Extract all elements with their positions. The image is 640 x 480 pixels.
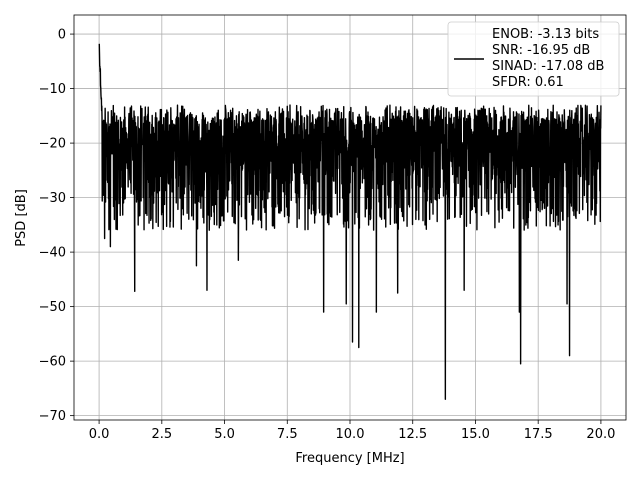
legend-box (447, 21, 620, 97)
y-tick-label: −50 (39, 300, 66, 315)
x-tick-label: 2.5 (151, 427, 172, 442)
x-tick-label: 17.5 (524, 427, 553, 442)
legend: ENOB: -3.13 bits SNR: -16.95 dB SINAD: -… (447, 21, 620, 97)
x-axis-label: Frequency [MHz] (295, 451, 404, 466)
legend-entry-sinad: SINAD: -17.08 dB (492, 59, 604, 74)
series-group (98, 43, 602, 400)
y-axis-label: PSD [dB] (14, 189, 29, 247)
legend-entry-sfdr: SFDR: 0.61 (492, 75, 564, 90)
legend-entry-snr: SNR: -16.95 dB (492, 43, 590, 58)
x-tick-label: 10.0 (336, 427, 365, 442)
y-tick-label: 0 (58, 28, 66, 43)
y-tick-label: −70 (39, 409, 66, 424)
y-axis: 0 −10 −20 −30 −40 −50 −60 −70 (39, 28, 74, 424)
x-tick-label: 5.0 (214, 427, 235, 442)
x-tick-label: 0.0 (89, 427, 110, 442)
x-tick-label: 15.0 (461, 427, 490, 442)
y-tick-label: −20 (39, 137, 66, 152)
x-tick-label: 20.0 (586, 427, 615, 442)
y-tick-label: −60 (39, 355, 66, 370)
y-tick-label: −40 (39, 246, 66, 261)
x-tick-label: 12.5 (398, 427, 427, 442)
x-tick-label: 7.5 (277, 427, 298, 442)
legend-entry-enob: ENOB: -3.13 bits (492, 27, 599, 42)
x-axis: 0.0 2.5 5.0 7.5 10.0 12.5 15.0 17.5 20.0 (89, 420, 615, 442)
psd-series-line (98, 43, 602, 400)
y-tick-label: −30 (39, 191, 66, 206)
y-tick-label: −10 (39, 82, 66, 97)
